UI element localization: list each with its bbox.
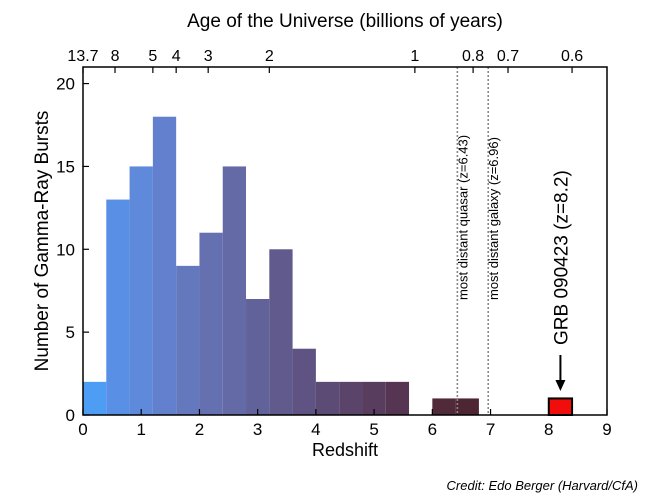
top-tick-label-8: 0.7 [497, 48, 519, 65]
histogram-bar-12 [362, 381, 386, 415]
histogram-bar-11 [339, 381, 363, 415]
y-tick-label-0: 0 [66, 406, 75, 425]
y-axis-title: Number of Gamma-Ray Bursts [32, 111, 53, 372]
histogram-bar-6 [222, 166, 247, 415]
top-axis-title: Age of the Universe (billions of years) [187, 11, 503, 32]
histogram-bar-0 [83, 381, 107, 415]
grb-arrow-head [555, 380, 566, 391]
x-tick-label-6: 6 [428, 420, 437, 439]
histogram-bar-1 [106, 199, 130, 415]
y-tick-label-1: 5 [66, 323, 75, 342]
x-tick-label-9: 9 [602, 420, 611, 439]
top-tick-label-6: 1 [410, 48, 419, 65]
credit-text: Credit: Edo Berger (Harvard/CfA) [446, 478, 638, 493]
x-tick-label-8: 8 [544, 420, 553, 439]
reference-line-label-1: most distant galaxy (z=6.96) [486, 137, 501, 300]
top-tick-label-3: 4 [172, 48, 181, 65]
histogram-bar-2 [129, 166, 153, 415]
histogram-bar-9 [292, 348, 316, 415]
top-tick-label-0: 13.7 [67, 48, 98, 65]
histogram-bar-15 [455, 398, 479, 415]
histogram-bar-5 [199, 232, 223, 415]
x-tick-label-3: 3 [253, 420, 262, 439]
x-tick-label-7: 7 [486, 420, 495, 439]
grb-annotation-label: GRB 090423 (z=8.2) [551, 170, 572, 345]
reference-line-label-0: most distant quasar (z=6.43) [455, 135, 470, 300]
x-tick-label-1: 1 [136, 420, 145, 439]
top-tick-label-4: 3 [204, 48, 213, 65]
x-tick-label-5: 5 [369, 420, 378, 439]
y-tick-label-2: 10 [56, 240, 75, 259]
histogram-bar-8 [269, 249, 293, 415]
top-tick-label-9: 0.6 [561, 48, 583, 65]
plot-frame [82, 66, 608, 416]
top-tick-label-7: 0.8 [462, 48, 484, 65]
y-tick-label-4: 20 [56, 75, 75, 94]
histogram-bar-14 [432, 398, 456, 415]
grb-090423-bar [547, 397, 574, 416]
histogram-bar-10 [315, 381, 340, 415]
top-tick-label-5: 2 [265, 48, 274, 65]
x-tick-label-4: 4 [311, 420, 320, 439]
histogram-bar-7 [246, 299, 270, 415]
x-tick-label-2: 2 [195, 420, 204, 439]
histogram-bar-4 [176, 265, 200, 415]
top-tick-label-2: 5 [148, 48, 157, 65]
y-tick-label-3: 15 [56, 157, 75, 176]
x-axis-title: Redshift [312, 440, 378, 460]
top-tick-label-1: 8 [111, 48, 120, 65]
histogram-bar-3 [152, 116, 177, 415]
x-tick-label-0: 0 [78, 420, 87, 439]
histogram-bar-13 [385, 381, 410, 415]
